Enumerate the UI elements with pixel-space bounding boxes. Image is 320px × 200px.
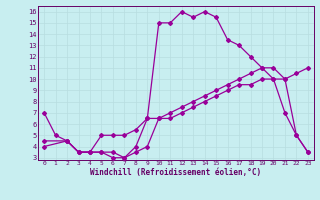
X-axis label: Windchill (Refroidissement éolien,°C): Windchill (Refroidissement éolien,°C) [91, 168, 261, 177]
